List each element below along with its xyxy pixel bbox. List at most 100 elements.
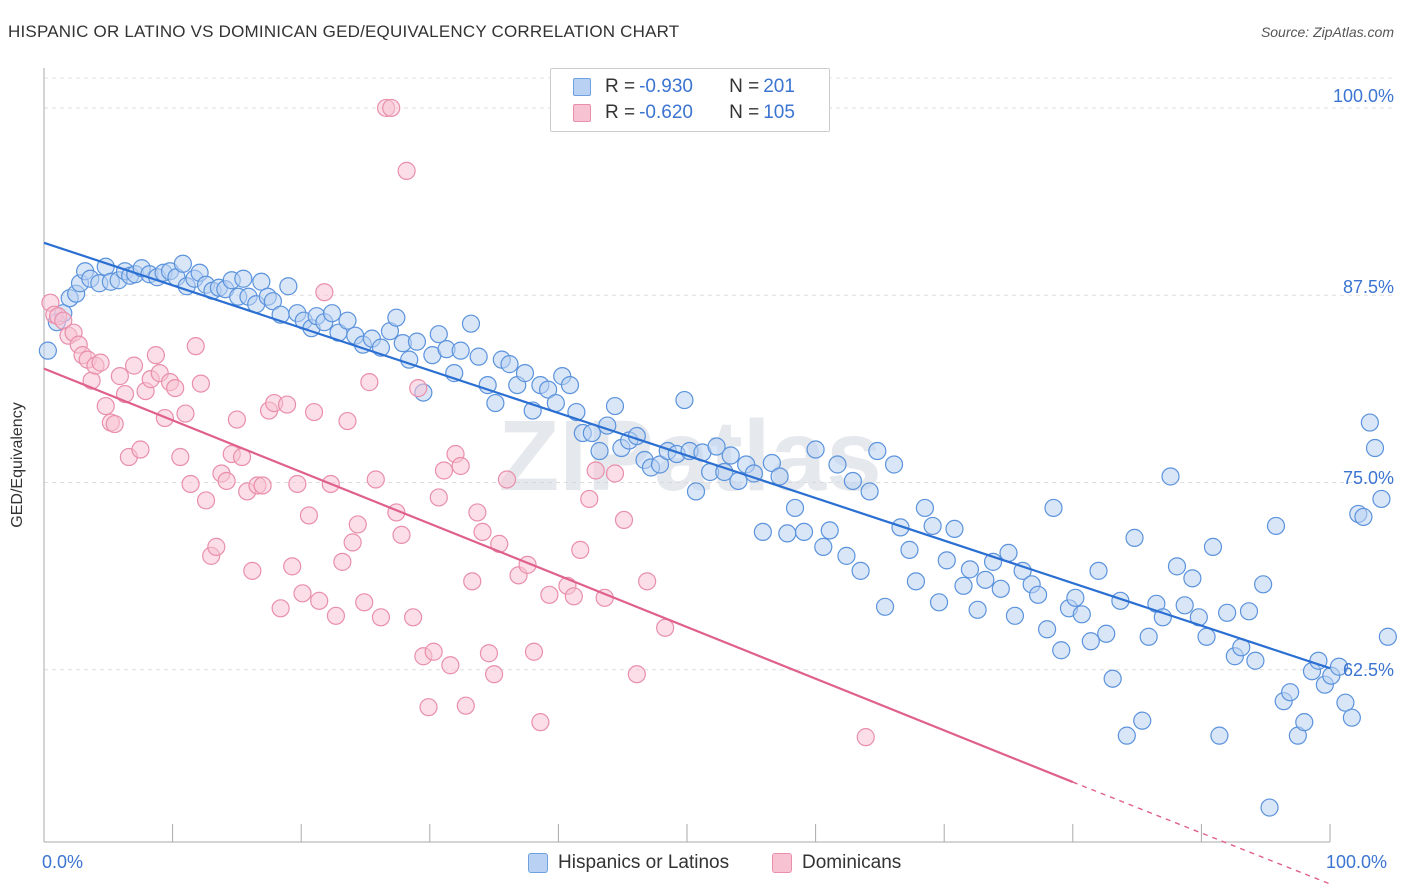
data-point bbox=[675, 390, 694, 410]
data-point bbox=[1052, 641, 1071, 660]
data-point bbox=[531, 713, 550, 732]
data-point bbox=[954, 576, 973, 595]
trend-line-dominican bbox=[43, 367, 1074, 784]
data-point bbox=[1354, 507, 1373, 527]
legend-label-dominican: Dominicans bbox=[802, 852, 902, 873]
data-point bbox=[1203, 537, 1223, 556]
data-point bbox=[707, 437, 726, 456]
data-point bbox=[856, 728, 875, 747]
data-point bbox=[627, 665, 646, 684]
data-point bbox=[360, 373, 379, 392]
data-point bbox=[463, 572, 482, 591]
n-value: 105 bbox=[763, 102, 795, 123]
data-point bbox=[929, 593, 949, 612]
series-hispanic-points bbox=[38, 254, 1397, 817]
data-point bbox=[186, 337, 205, 356]
data-point bbox=[744, 464, 763, 483]
data-point bbox=[923, 516, 942, 536]
data-point bbox=[884, 455, 904, 474]
data-point bbox=[937, 551, 956, 570]
data-point bbox=[1254, 575, 1273, 594]
data-point bbox=[315, 283, 334, 302]
data-point bbox=[1360, 413, 1379, 432]
data-point bbox=[906, 572, 926, 591]
data-point bbox=[1066, 588, 1085, 607]
data-point bbox=[403, 608, 423, 627]
data-point bbox=[656, 618, 675, 637]
data-point bbox=[753, 522, 772, 542]
data-point bbox=[371, 608, 391, 627]
data-point bbox=[814, 537, 833, 556]
data-point bbox=[770, 467, 789, 486]
data-point bbox=[387, 308, 406, 327]
y-axis-label: GED/Equivalency bbox=[9, 402, 26, 528]
x-tick-label-min: 0.0% bbox=[42, 852, 84, 872]
data-point bbox=[571, 540, 590, 559]
data-point bbox=[605, 464, 625, 483]
data-point bbox=[1037, 620, 1057, 639]
data-point bbox=[806, 440, 825, 459]
n-label: N = bbox=[729, 102, 760, 123]
data-point bbox=[1260, 798, 1279, 817]
y-tick-label: 87.5% bbox=[1342, 277, 1394, 297]
legend-swatch-dominican bbox=[573, 104, 591, 122]
trend-line-dominican-extension bbox=[1072, 781, 1331, 885]
data-point bbox=[560, 375, 580, 395]
data-point bbox=[310, 591, 329, 610]
series-legend: Hispanics or Latinos Dominicans bbox=[0, 852, 1406, 878]
data-point bbox=[1044, 498, 1063, 518]
data-point bbox=[253, 476, 272, 495]
data-point bbox=[1097, 624, 1116, 643]
data-point bbox=[451, 456, 470, 476]
data-point bbox=[176, 404, 195, 423]
data-point bbox=[590, 441, 609, 461]
data-point bbox=[207, 537, 226, 556]
trend-layer bbox=[43, 241, 1331, 885]
data-point bbox=[468, 503, 487, 522]
data-point bbox=[1218, 603, 1237, 622]
y-tick-label: 75.0% bbox=[1342, 468, 1394, 488]
data-point bbox=[1183, 569, 1202, 588]
data-point bbox=[1342, 708, 1361, 727]
data-point bbox=[1329, 657, 1349, 676]
data-point bbox=[343, 533, 362, 552]
data-point bbox=[478, 375, 497, 395]
data-point bbox=[82, 371, 101, 390]
data-point bbox=[486, 393, 505, 413]
source-credit: Source: ZipAtlas.com bbox=[1260, 24, 1394, 40]
data-point bbox=[191, 374, 210, 393]
data-point bbox=[1365, 438, 1385, 458]
data-point bbox=[263, 292, 283, 311]
data-point bbox=[38, 341, 57, 360]
data-point bbox=[299, 506, 319, 525]
data-point bbox=[1372, 489, 1391, 509]
data-point bbox=[1028, 585, 1048, 604]
data-point bbox=[1081, 632, 1100, 651]
data-point bbox=[407, 332, 427, 351]
legend-item-dominican: Dominicans bbox=[772, 852, 901, 874]
data-point bbox=[960, 560, 980, 579]
points-layer bbox=[38, 98, 1397, 817]
data-point bbox=[1103, 669, 1122, 688]
data-point bbox=[1175, 596, 1194, 615]
n-value: 201 bbox=[763, 76, 795, 97]
data-point bbox=[567, 402, 586, 422]
data-point bbox=[196, 491, 216, 510]
data-point bbox=[991, 579, 1010, 598]
data-point bbox=[271, 599, 290, 618]
data-point bbox=[424, 642, 443, 661]
data-point bbox=[497, 470, 517, 489]
data-point bbox=[539, 380, 558, 399]
data-point bbox=[843, 471, 862, 491]
trend-line-hispanic bbox=[43, 241, 1331, 670]
data-point bbox=[1239, 602, 1259, 621]
data-point bbox=[419, 698, 438, 717]
data-point bbox=[900, 540, 919, 559]
data-point bbox=[110, 367, 129, 386]
data-point bbox=[868, 441, 887, 461]
legend-swatch-dominican bbox=[772, 853, 792, 873]
data-point bbox=[283, 557, 302, 576]
data-point bbox=[279, 277, 298, 296]
data-point bbox=[564, 587, 583, 606]
data-point bbox=[243, 561, 262, 580]
